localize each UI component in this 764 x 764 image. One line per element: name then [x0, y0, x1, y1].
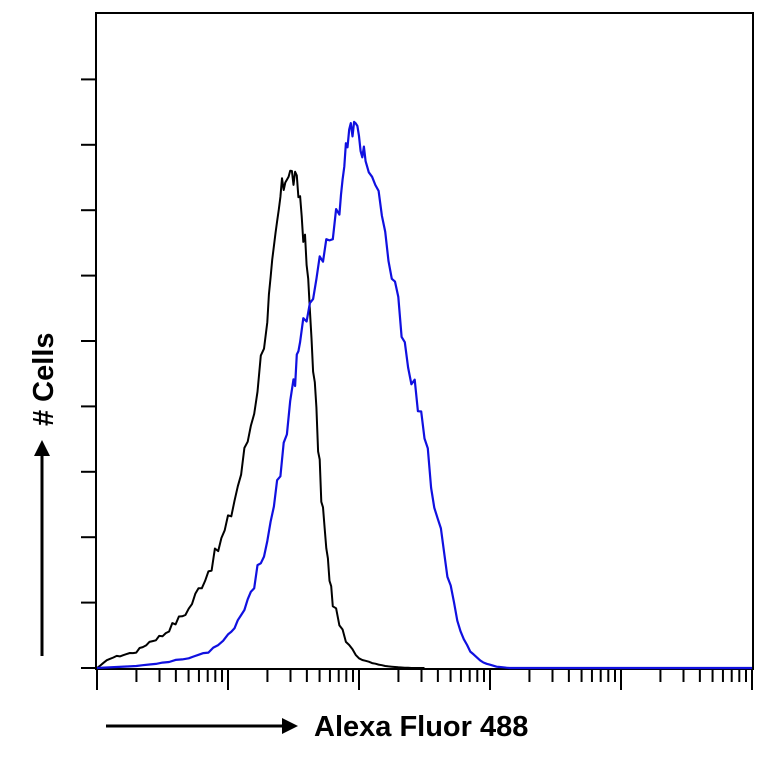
y-axis-label: # Cells: [28, 333, 60, 427]
plot-frame: [95, 12, 754, 670]
x-axis-ticks: [96, 668, 753, 690]
x-axis-arrow: [106, 718, 298, 734]
x-axis-label: Alexa Fluor 488: [314, 711, 528, 743]
control-histogram-line: [96, 169, 425, 669]
y-axis-ticks: [81, 78, 97, 669]
y-axis-arrow: [34, 440, 50, 656]
sample-histogram-line: [96, 120, 752, 670]
